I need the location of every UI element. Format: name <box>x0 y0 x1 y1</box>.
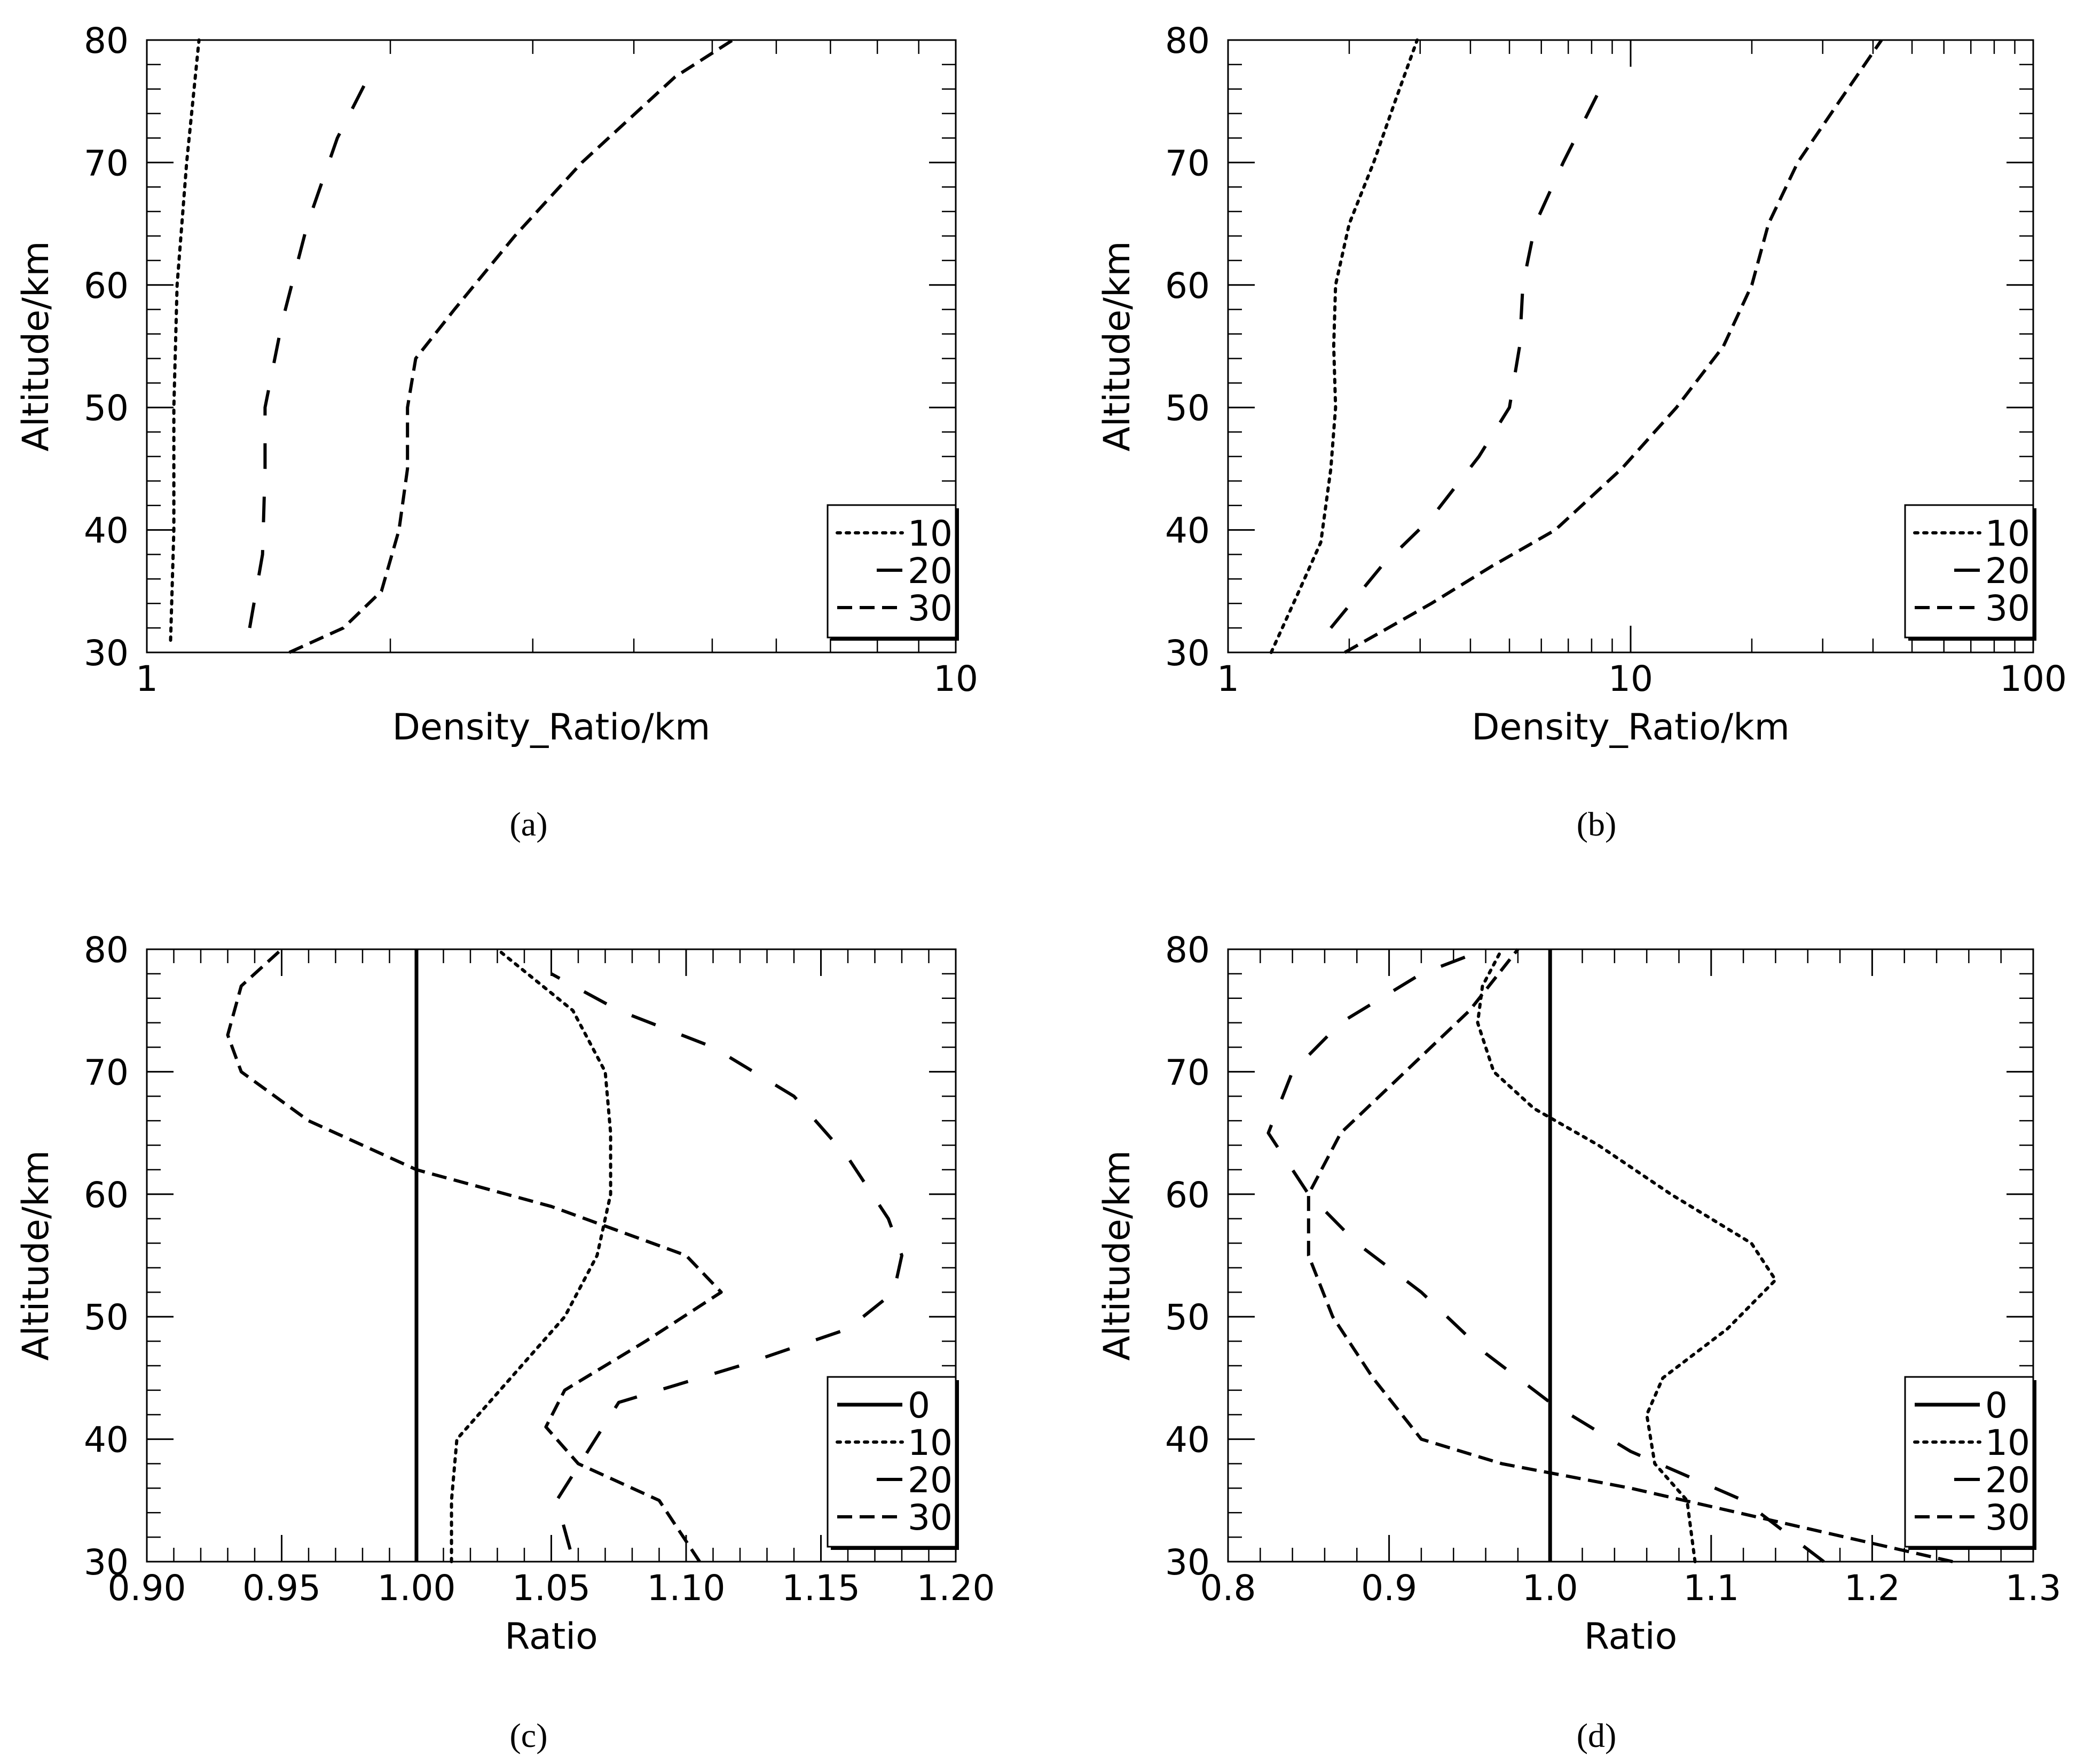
chart-b: 1 10 100 30 40 50 60 70 80 Density_Ratio/km Altitu… <box>1096 20 2067 749</box>
panel-label-a: (a) <box>509 805 547 843</box>
y-tick-label: 70 <box>1165 143 1210 184</box>
x-tick-label: 1.3 <box>2005 1568 2062 1609</box>
legend-label-20: 20 <box>1985 1460 2030 1501</box>
y-axis-title: Altitude/km <box>15 1150 57 1360</box>
x-tick-label: 0.90 <box>108 1568 186 1609</box>
x-tick-label: 1.15 <box>782 1568 860 1609</box>
legend-label-10: 10 <box>908 513 953 554</box>
panel-label-d: (d) <box>1577 1716 1617 1754</box>
x-tick-label: 1 <box>1217 658 1239 699</box>
y-axis-title: Altitude/km <box>1096 1150 1138 1360</box>
legend-label-20: 20 <box>908 1460 953 1501</box>
legend-label-10: 10 <box>1985 1422 2030 1463</box>
y-tick-label: 60 <box>84 265 129 306</box>
series-line-30 <box>226 948 723 1563</box>
x-axis-title: Ratio <box>1584 1616 1678 1658</box>
x-axis-title: Density_Ratio/km <box>392 706 711 749</box>
legend-label-20: 20 <box>908 550 953 592</box>
chart-c: 0.90 0.95 1.00 1.05 1.10 1.15 1.20 30 40 50 60 70 80… <box>15 930 995 1658</box>
x-tick-label: 0.95 <box>242 1568 321 1609</box>
series-line-30 <box>288 38 734 654</box>
plot-frame-d <box>1227 948 2034 1563</box>
y-tick-label: 80 <box>84 20 129 61</box>
y-tick-label: 30 <box>1165 1542 1210 1583</box>
x-tick-label: 1.2 <box>1844 1568 1900 1609</box>
legend-label-10: 10 <box>1985 513 2030 554</box>
y-tick-label: 50 <box>84 1297 129 1338</box>
y-tick-label: 80 <box>1165 20 1210 61</box>
y-tick-label: 80 <box>84 930 129 971</box>
legend-label-30: 30 <box>1985 1497 2030 1538</box>
y-tick-label: 60 <box>84 1175 129 1216</box>
x-axis-title: Density_Ratio/km <box>1472 706 1790 749</box>
series-line-10 <box>1269 38 1419 654</box>
x-tick-label: 1.1 <box>1683 1568 1739 1609</box>
y-tick-label: 50 <box>84 388 129 429</box>
x-tick-label: 1 <box>136 658 158 699</box>
y-tick-label: 70 <box>84 1052 129 1093</box>
y-axis-title: Altitude/km <box>1096 241 1138 451</box>
y-tick-label: 60 <box>1165 265 1210 306</box>
x-tick-label: 100 <box>2000 658 2067 699</box>
series-line-20 <box>248 76 370 628</box>
y-tick-label: 40 <box>1165 510 1210 552</box>
legend-label-0: 0 <box>908 1385 930 1426</box>
y-tick-label: 60 <box>1165 1175 1210 1216</box>
series-line-30 <box>1344 39 1883 654</box>
x-axis-title: Ratio <box>505 1616 598 1658</box>
y-tick-label: 30 <box>1165 633 1210 674</box>
legend-label-30: 30 <box>908 588 953 629</box>
y-tick-label: 70 <box>84 143 129 184</box>
y-tick-label: 30 <box>84 633 129 674</box>
legend-label-30: 30 <box>908 1497 953 1538</box>
chart-a: 1 10 30 40 50 60 70 80 Density_Ratio/km Altitude/… <box>15 20 978 749</box>
series-line-20 <box>1329 88 1602 629</box>
series-line-30 <box>1307 948 1953 1563</box>
x-tick-label: 1.00 <box>377 1568 456 1609</box>
y-tick-label: 50 <box>1165 388 1210 429</box>
series-line-20 <box>1266 948 1825 1563</box>
x-tick-label: 1.20 <box>917 1568 995 1609</box>
y-tick-label: 40 <box>84 1420 129 1461</box>
series-line-10 <box>1476 948 1777 1563</box>
y-tick-label: 40 <box>1165 1420 1210 1461</box>
y-tick-label: 80 <box>1165 930 1210 971</box>
y-tick-label: 30 <box>84 1542 129 1583</box>
panel-label-c: (c) <box>509 1716 547 1754</box>
x-tick-label: 1.05 <box>512 1568 591 1609</box>
chart-d: 0.8 0.9 1.0 1.1 1.2 1.3 30 40 50 60 70 80 Ratio Altit… <box>1096 930 2061 1658</box>
plot-frame-a <box>146 39 957 653</box>
series-line-10 <box>450 948 612 1563</box>
x-tick-label: 1.10 <box>647 1568 726 1609</box>
legend-label-10: 10 <box>908 1422 953 1463</box>
y-axis-title: Altitude/km <box>15 241 57 451</box>
legend-label-20: 20 <box>1985 550 2030 592</box>
y-tick-label: 50 <box>1165 1297 1210 1338</box>
x-tick-label: 1.0 <box>1522 1568 1578 1609</box>
panel-label-b: (b) <box>1577 805 1617 843</box>
y-tick-label: 40 <box>84 510 129 552</box>
x-tick-label: 0.8 <box>1200 1568 1256 1609</box>
series-line-20 <box>550 972 903 1550</box>
x-tick-label: 0.9 <box>1361 1568 1417 1609</box>
series-line-10 <box>169 38 201 642</box>
x-tick-label: 10 <box>933 658 978 699</box>
x-tick-label: 10 <box>1608 658 1653 699</box>
legend-label-0: 0 <box>1985 1385 2008 1426</box>
legend-label-30: 30 <box>1985 588 2030 629</box>
y-tick-label: 70 <box>1165 1052 1210 1093</box>
